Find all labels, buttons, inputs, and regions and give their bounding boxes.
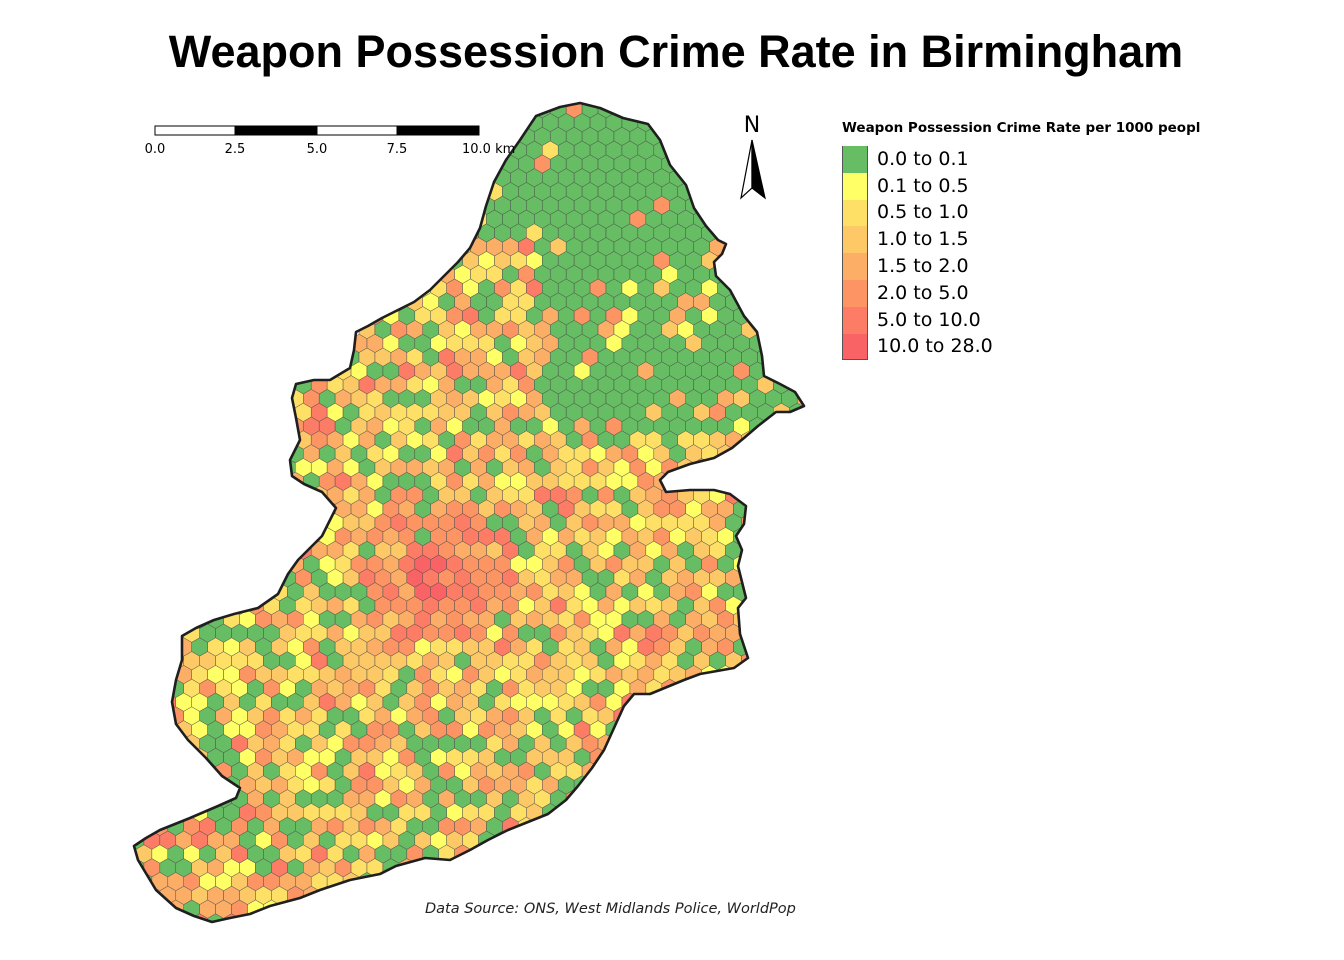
map-title: Weapon Possession Crime Rate in Birmingh… [168,26,1184,77]
hex-cell [207,913,224,922]
hex-cell [685,471,702,491]
legend-swatch [842,306,868,334]
legend-swatch [842,279,868,307]
legend-swatch [842,172,868,200]
north-arrow-icon: N [740,113,766,200]
scale-tick-3: 7.5 [387,142,408,157]
scale-tick-2: 5.0 [307,142,328,157]
legend-item: 5.0 to 10.0 [842,306,1200,334]
scale-tick-1: 2.5 [225,142,246,157]
hex-cell [725,237,742,257]
birmingham-boundary [132,101,806,924]
legend-swatch [842,146,868,173]
legend-swatch [842,199,868,227]
legend-item: 0.0 to 0.1 [842,146,1200,173]
legend-label: 2.0 to 5.0 [877,281,969,304]
legend-title: Weapon Possession Crime Rate per 1000 pe… [842,120,1201,136]
legend-label: 10.0 to 28.0 [877,335,993,358]
legend-label: 1.5 to 2.0 [877,255,969,278]
legend-label: 0.5 to 1.0 [877,201,969,224]
legend-label: 1.0 to 1.5 [877,228,969,251]
legend-item: 0.5 to 1.0 [842,199,1200,227]
legend-item: 1.5 to 2.0 [842,253,1200,280]
data-source-credit: Data Source: ONS, West Midlands Police, … [425,901,796,917]
legend-swatch [842,253,868,280]
scale-tick-0: 0.0 [145,142,166,157]
hex-cell [637,692,655,712]
legend-label: 0.1 to 0.5 [877,174,969,197]
north-label: N [744,113,760,138]
hex-cell [573,103,591,105]
hex-cell [741,540,758,560]
legend-label: 0.0 to 0.1 [877,147,969,170]
legend-item: 10.0 to 28.0 [842,333,1200,361]
scale-tick-4: 10.0 km [462,142,515,157]
legend-swatch [842,226,868,254]
legend-item: 1.0 to 1.5 [842,226,1200,254]
legend-item: 2.0 to 5.0 [842,279,1200,307]
hex-grid [134,103,804,922]
hex-cell [701,471,718,491]
legend-label: 5.0 to 10.0 [877,308,981,331]
hex-cell [430,858,447,878]
legend-item: 0.1 to 0.5 [842,172,1200,200]
scale-bar: 0.0 2.5 5.0 7.5 10.0 km [145,125,515,157]
legend-swatch [842,333,868,361]
legend: Weapon Possession Crime Rate per 1000 pe… [842,120,1201,361]
